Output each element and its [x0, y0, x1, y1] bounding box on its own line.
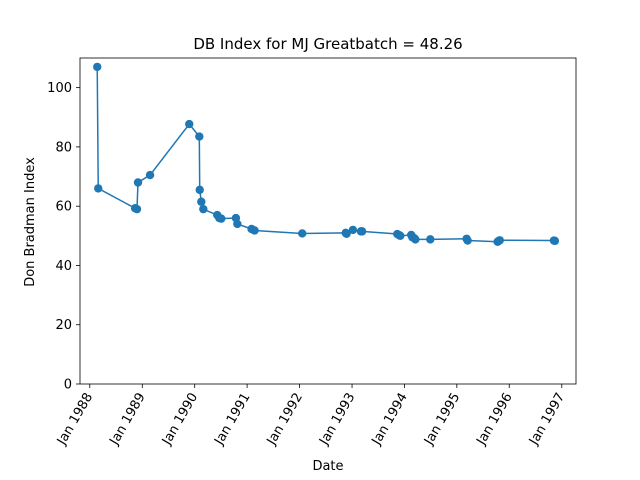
- data-point: [411, 235, 420, 244]
- y-tick-label: 100: [47, 81, 72, 96]
- y-tick-label: 60: [55, 200, 72, 215]
- data-point: [463, 236, 472, 245]
- x-tick-label: Jan 1989: [107, 391, 149, 449]
- x-tick-label: Jan 1997: [526, 391, 568, 449]
- axes-frame: [79, 57, 577, 385]
- chart-title: DB Index for MJ Greatbatch = 48.26: [193, 35, 462, 53]
- data-point: [197, 197, 206, 206]
- data-point: [199, 204, 208, 214]
- data-point: [133, 178, 143, 187]
- y-tick-label: 80: [55, 140, 72, 155]
- data-point: [396, 231, 405, 241]
- series-line: [96, 66, 556, 243]
- x-tick-label: Jan 1988: [54, 391, 96, 449]
- data-point: [195, 132, 204, 141]
- data-point: [217, 214, 226, 223]
- data-point: [495, 236, 504, 245]
- data-point: [185, 119, 194, 129]
- x-tick-label: Jan 1991: [211, 391, 253, 449]
- x-tick-label: Jan 1993: [316, 391, 358, 449]
- data-point: [426, 235, 435, 244]
- data-point: [342, 229, 351, 238]
- data-point: [94, 184, 103, 193]
- data-point: [132, 204, 142, 214]
- x-tick-label: Jan 1995: [421, 391, 463, 449]
- data-point: [145, 170, 155, 180]
- x-tick-label: Jan 1994: [369, 391, 411, 449]
- x-tick-label: Jan 1990: [159, 391, 201, 449]
- data-point: [195, 185, 204, 195]
- x-tick-label: Jan 1996: [474, 391, 516, 449]
- x-axis-label: Date: [312, 459, 343, 474]
- data-point: [298, 229, 307, 238]
- data-point: [357, 227, 367, 236]
- data-point: [93, 62, 102, 72]
- y-axis-label: Don Bradman Index: [23, 157, 38, 287]
- y-tick-label: 0: [64, 378, 72, 393]
- x-tick-label: Jan 1992: [264, 391, 306, 449]
- data-point: [250, 226, 259, 235]
- data-point: [233, 219, 242, 229]
- y-tick-label: 40: [55, 259, 72, 274]
- data-point: [348, 225, 358, 235]
- data-point: [550, 236, 560, 246]
- y-tick-label: 20: [55, 318, 72, 333]
